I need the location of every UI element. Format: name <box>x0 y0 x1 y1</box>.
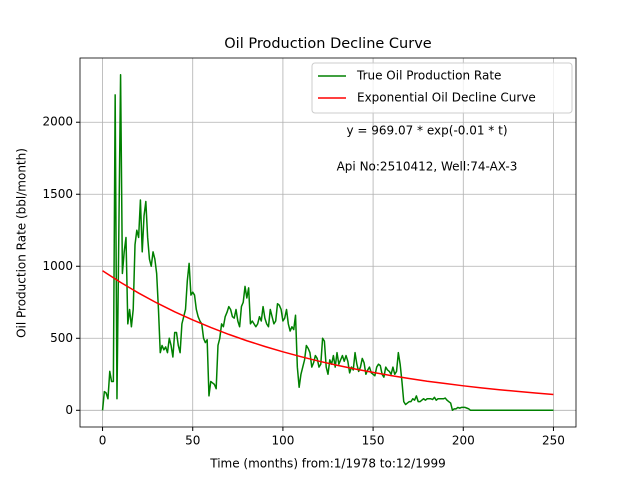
y-tick-label: 0 <box>65 403 73 417</box>
y-tick-label: 1500 <box>42 187 73 201</box>
annotation: y = 969.07 * exp(-0.01 * t) <box>346 124 507 138</box>
x-tick-label: 200 <box>452 434 475 448</box>
y-tick-label: 2000 <box>42 115 73 129</box>
plot-frame <box>79 57 577 428</box>
x-tick-label: 100 <box>271 434 294 448</box>
x-tick-label: 150 <box>362 434 385 448</box>
chart-title: Oil Production Decline Curve <box>224 36 432 52</box>
x-tick-label: 250 <box>542 434 565 448</box>
annotation: Api No:2510412, Well:74-AX-3 <box>337 160 518 174</box>
x-tick-label: 50 <box>185 434 200 448</box>
x-axis-label: Time (months) from:1/1978 to:12/1999 <box>209 457 446 471</box>
x-tick-label: 0 <box>99 434 107 448</box>
series-line <box>102 270 554 396</box>
legend-label: True Oil Production Rate <box>356 69 501 83</box>
y-tick-label: 1000 <box>42 259 73 273</box>
y-axis-label: Oil Production Rate (bbl/month) <box>15 148 29 338</box>
y-tick-label: 500 <box>50 331 73 345</box>
legend-box <box>311 62 573 114</box>
series-line <box>101 73 554 412</box>
legend-label: Exponential Oil Decline Curve <box>357 91 536 105</box>
